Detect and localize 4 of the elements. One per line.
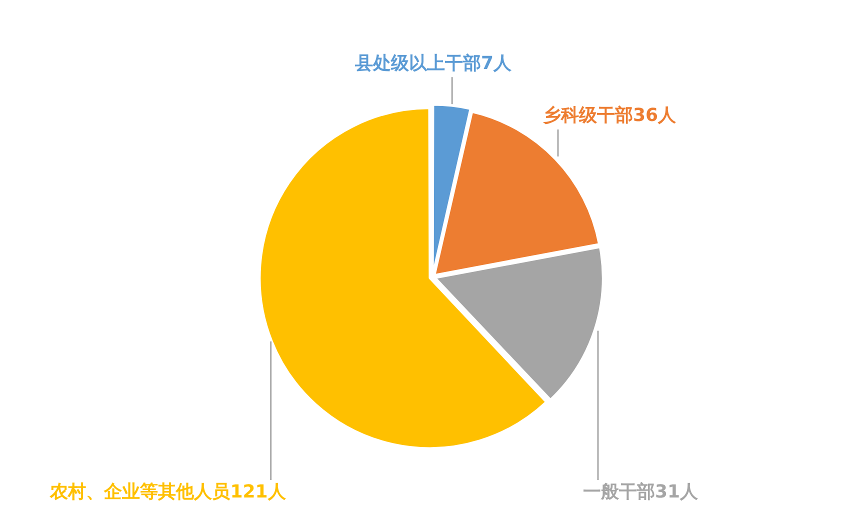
slice-label: 农村、企业等其他人员121人 [49,482,287,503]
slice-label: 一般干部31人 [582,482,700,503]
slice-label: 乡科级干部36人 [542,105,678,126]
slice-label: 县处级以上干部7人 [354,52,513,74]
